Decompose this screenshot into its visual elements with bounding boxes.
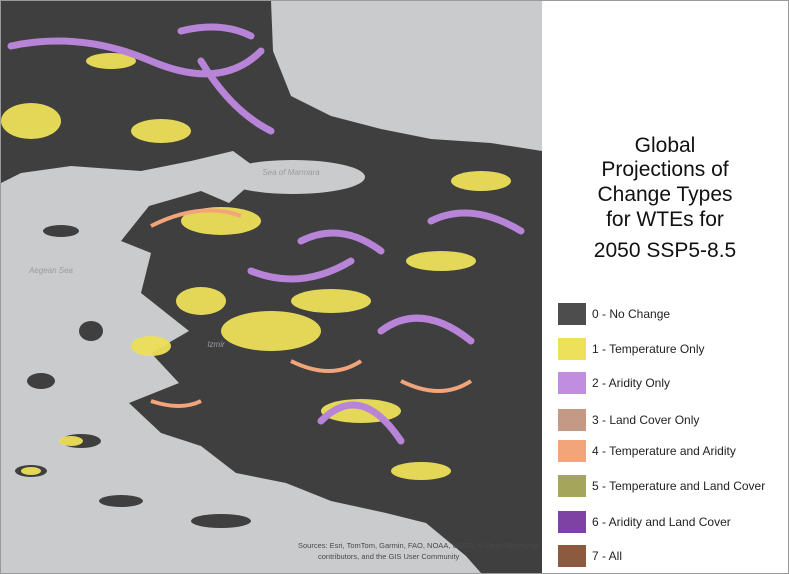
legend-title: Global bbox=[634, 134, 696, 157]
legend-label: 4 - Temperature and Aridity bbox=[592, 444, 736, 458]
legend-swatch bbox=[558, 475, 586, 497]
legend-swatch bbox=[558, 372, 586, 394]
land bbox=[1, 1, 542, 573]
legend-swatch bbox=[558, 338, 586, 360]
legend-item: 2 - Aridity Only bbox=[558, 371, 670, 395]
legend-label: 6 - Aridity and Land Cover bbox=[592, 515, 731, 529]
legend-item: 7 - All bbox=[558, 544, 622, 568]
legend-swatch bbox=[558, 409, 586, 431]
legend-label: 2 - Aridity Only bbox=[592, 376, 671, 390]
attribution: contributors, and the GIS User Community bbox=[318, 552, 460, 561]
legend-swatch bbox=[558, 303, 586, 325]
legend-label: 1 - Temperature Only bbox=[592, 342, 705, 356]
map: Sea of Marmara Aegean Sea Izmir Sources:… bbox=[1, 1, 542, 573]
legend-title: Change Types bbox=[597, 183, 733, 206]
legend-item: 6 - Aridity and Land Cover bbox=[558, 510, 731, 534]
legend-item: 1 - Temperature Only bbox=[558, 337, 705, 361]
islands bbox=[15, 225, 251, 528]
legend-title: Projections of bbox=[601, 158, 729, 181]
legend-item: 5 - Temperature and Land Cover bbox=[558, 474, 765, 498]
legend-label: 0 - No Change bbox=[592, 307, 671, 321]
legend-panel: Global Projections of Change Types for WTEs… bbox=[542, 1, 788, 573]
attribution: Sources: Esri, TomTom, Garmin, FAO, NOAA… bbox=[298, 541, 538, 550]
legend-item: 0 - No Change bbox=[558, 302, 670, 326]
marmara-sea bbox=[221, 160, 365, 194]
legend-label: 3 - Land Cover Only bbox=[592, 413, 700, 427]
legend-swatch bbox=[558, 511, 586, 533]
legend-item: 4 - Temperature and Aridity bbox=[558, 439, 736, 463]
temperature-aridity-patches bbox=[150, 208, 473, 408]
temperature-patches bbox=[1, 53, 511, 480]
legend-label: 7 - All bbox=[592, 549, 623, 563]
legend-label: 5 - Temperature and Land Cover bbox=[592, 479, 766, 493]
legend-title: 2050 SSP5-8.5 bbox=[593, 239, 737, 262]
legend-title: for WTEs for bbox=[606, 208, 724, 231]
legend-swatch bbox=[558, 440, 586, 462]
place-label: Izmir bbox=[207, 340, 225, 349]
legend-item: 3 - Land Cover Only bbox=[558, 408, 699, 432]
aridity-patches bbox=[7, 23, 525, 445]
legend-swatch bbox=[558, 545, 586, 567]
place-label: Aegean Sea bbox=[28, 266, 74, 275]
place-label: Sea of Marmara bbox=[262, 168, 320, 177]
